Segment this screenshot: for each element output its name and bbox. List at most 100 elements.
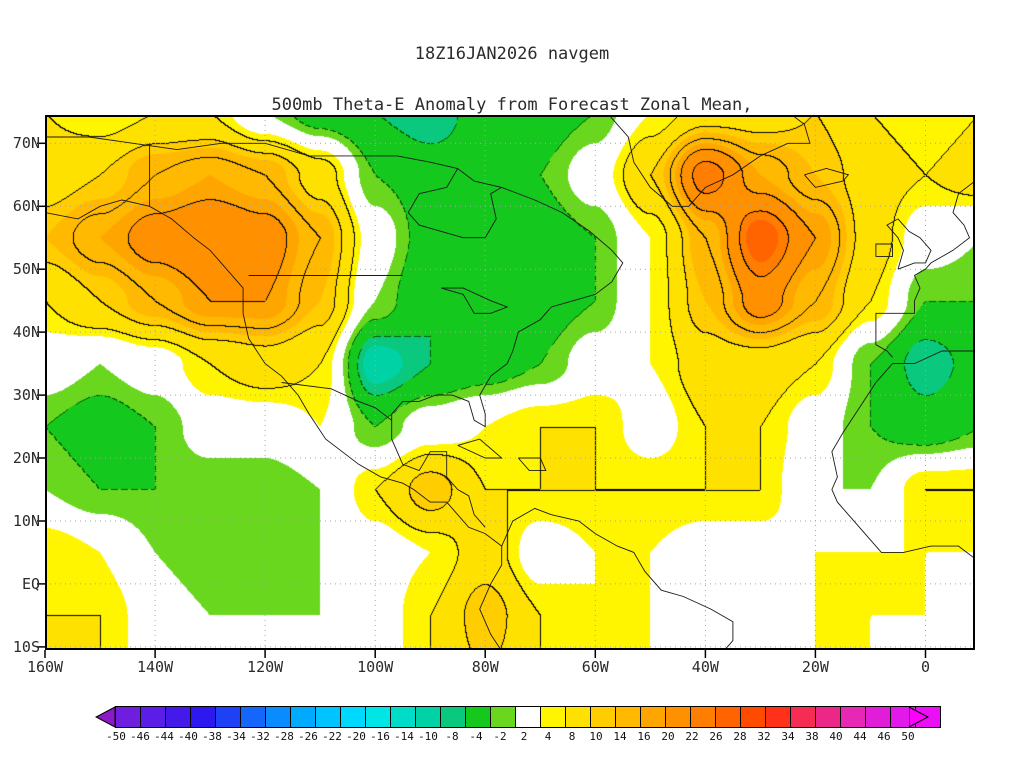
colorbar-label: -14	[394, 730, 414, 743]
colorbar-segment	[741, 707, 766, 727]
colorbar-label: -34	[226, 730, 246, 743]
coastline	[281, 382, 392, 421]
coastline	[804, 168, 850, 188]
colorbar-label: -40	[178, 730, 198, 743]
lon-tick-label-60W: 60W	[581, 658, 609, 676]
colorbar-label: 16	[637, 730, 651, 743]
colorbar-label: 4	[544, 730, 552, 743]
colorbar-segment	[691, 707, 716, 727]
colorbar-label: 26	[709, 730, 723, 743]
colorbar-label: -28	[274, 730, 294, 743]
colorbar-segment	[116, 707, 141, 727]
colorbar-label: -16	[370, 730, 390, 743]
colorbar-label: -10	[418, 730, 438, 743]
colorbar-label: 40	[829, 730, 843, 743]
coastline	[875, 243, 893, 258]
colorbar-segment	[216, 707, 241, 727]
colorbar-label: -44	[154, 730, 174, 743]
colorbar-label: 32	[757, 730, 771, 743]
colorbar-label: -4	[469, 730, 483, 743]
coastline	[407, 168, 502, 239]
colorbar-label: 8	[568, 730, 576, 743]
colorbar-segment	[191, 707, 216, 727]
colorbar-segments	[115, 706, 941, 728]
map-frame	[45, 115, 975, 650]
colorbar-label: 44	[853, 730, 867, 743]
colorbar-segment	[366, 707, 391, 727]
coastline	[45, 136, 624, 528]
lon-tick-label-140W: 140W	[136, 658, 174, 676]
colorbar-segment	[441, 707, 466, 727]
lon-tick-label-100W: 100W	[357, 658, 394, 676]
colorbar-label: 2	[520, 730, 528, 743]
lon-tick-label-40W: 40W	[691, 658, 719, 676]
coastline	[831, 363, 975, 560]
colorbar-segment	[866, 707, 891, 727]
lat-tick-label-20N: 20N	[12, 449, 40, 468]
lat-tick-label-50N: 50N	[12, 260, 40, 279]
colorbar-label: -38	[202, 730, 222, 743]
colorbar-segment	[316, 707, 341, 727]
colorbar-segment	[541, 707, 566, 727]
colorbar-label: 50	[901, 730, 915, 743]
grid-and-coastlines	[45, 115, 975, 650]
colorbar-label: 10	[589, 730, 603, 743]
map-overlay	[37, 115, 975, 658]
colorbar-segment	[141, 707, 166, 727]
colorbar-left-arrow	[95, 706, 115, 728]
colorbar-label: 46	[877, 730, 891, 743]
lon-tick-label-20W: 20W	[801, 658, 829, 676]
colorbar-segment	[291, 707, 316, 727]
coastline	[441, 287, 509, 314]
colorbar-segment	[641, 707, 666, 727]
coastline	[892, 350, 975, 365]
colorbar-segment	[841, 707, 866, 727]
colorbar-segment	[566, 707, 591, 727]
colorbar-label: 22	[685, 730, 699, 743]
colorbar-label: -8	[445, 730, 459, 743]
colorbar-segment	[591, 707, 616, 727]
colorbar-label: -2	[493, 730, 507, 743]
colorbar-segment	[816, 707, 841, 727]
lon-tick-label-0: 0	[920, 658, 930, 676]
lat-tick-label-10S: 10S	[12, 637, 40, 656]
colorbar-label: -22	[322, 730, 342, 743]
colorbar-segment	[516, 707, 541, 727]
coastline	[886, 218, 932, 270]
colorbar-segment	[466, 707, 491, 727]
colorbar-segment	[341, 707, 366, 727]
colorbar-segment	[616, 707, 641, 727]
coastline	[875, 180, 975, 358]
coastline	[45, 199, 503, 650]
colorbar-label: 20	[661, 730, 675, 743]
colorbar-segment	[666, 707, 691, 727]
colorbar-segment	[791, 707, 816, 727]
coastline	[517, 457, 547, 472]
lat-tick-label-10N: 10N	[12, 511, 40, 530]
colorbar-segment	[491, 707, 516, 727]
colorbar-segment	[391, 707, 416, 727]
colorbar-label: -32	[250, 730, 270, 743]
colorbar-label: 38	[805, 730, 819, 743]
colorbar-label: 14	[613, 730, 627, 743]
map-plot-area	[37, 115, 975, 658]
lat-tick-label-EQ: EQ	[21, 574, 40, 593]
title-line-1: 18Z16JAN2026 navgem	[414, 44, 610, 64]
colorbar-label: -26	[298, 730, 318, 743]
colorbar-segment	[241, 707, 266, 727]
colorbar-label: -20	[346, 730, 366, 743]
colorbar: -50 -46 -44 -40 -38 -34 -32 -28 -26 -22 -20 -16 -14-…	[95, 706, 941, 752]
colorbar-segment	[166, 707, 191, 727]
colorbar-label: 34	[781, 730, 795, 743]
title-line-2: 500mb Theta-E Anomaly from Forecast Zona…	[271, 95, 753, 115]
lon-tick-label-120W: 120W	[247, 658, 284, 676]
colorbar-segment	[416, 707, 441, 727]
colorbar-segment	[266, 707, 291, 727]
colorbar-label: -50	[106, 730, 126, 743]
colorbar-right-arrow	[909, 706, 929, 728]
lon-tick-label-80W: 80W	[471, 658, 499, 676]
lon-tick-label-160W: 160W	[26, 658, 64, 676]
lat-tick-label-30N: 30N	[12, 386, 40, 405]
colorbar-segment	[766, 707, 791, 727]
coastline	[608, 115, 811, 207]
